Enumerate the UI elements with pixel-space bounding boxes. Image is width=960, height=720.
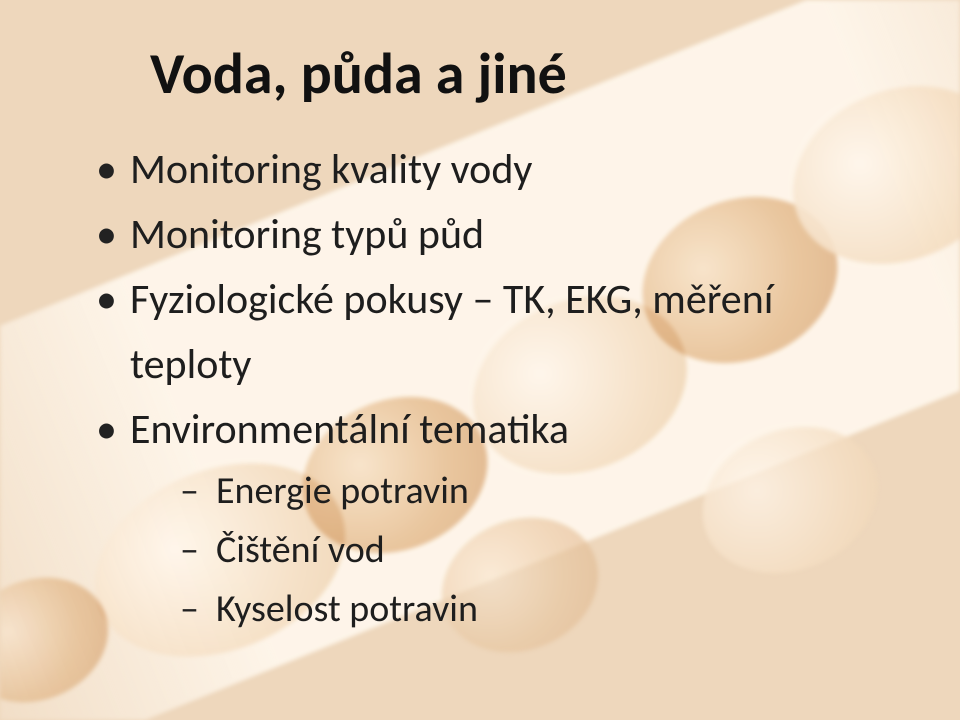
list-item: Environmentální tematika Energie potravi…	[90, 397, 890, 639]
list-item-text: Environmentální tematika	[130, 404, 569, 455]
list-item: Monitoring typů půd	[90, 202, 890, 267]
sub-bullet-list: Energie potravin Čištění vod Kyselost po…	[180, 462, 890, 639]
list-item-text: Energie potravin	[216, 468, 469, 514]
list-item-text: Monitoring typů půd	[130, 209, 484, 260]
list-item-text: Monitoring kvality vody	[130, 144, 532, 195]
list-item-text: Čištění vod	[216, 527, 385, 573]
list-item: Kyselost potravin	[180, 580, 890, 639]
list-item: Fyziologické pokusy – TK, EKG, měření te…	[90, 267, 890, 397]
slide-content: Voda, půda a jiné Monitoring kvality vod…	[0, 0, 960, 639]
list-item: Energie potravin	[180, 462, 890, 521]
slide-title: Voda, půda a jiné	[150, 38, 890, 109]
list-item: Monitoring kvality vody	[90, 137, 890, 202]
list-item-text: Fyziologické pokusy – TK, EKG, měření te…	[130, 274, 773, 390]
slide: Voda, půda a jiné Monitoring kvality vod…	[0, 0, 960, 720]
bullet-list: Monitoring kvality vody Monitoring typů …	[90, 137, 890, 639]
list-item-text: Kyselost potravin	[216, 586, 478, 632]
list-item: Čištění vod	[180, 521, 890, 580]
